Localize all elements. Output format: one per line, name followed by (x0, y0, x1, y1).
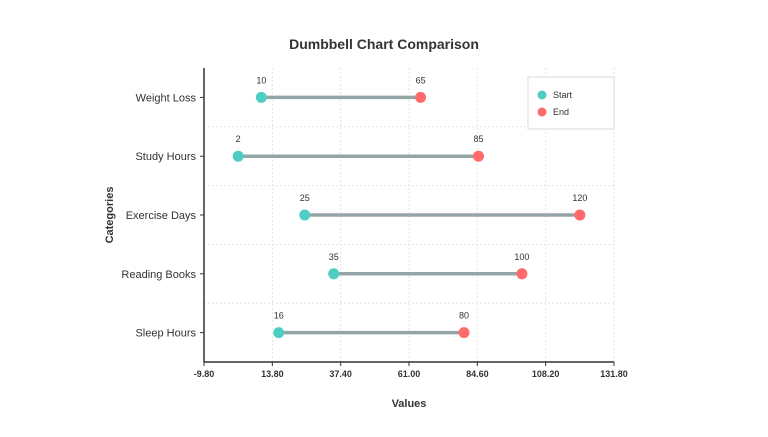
start-point (328, 268, 340, 280)
start-value-label: 16 (274, 311, 284, 321)
start-point (255, 91, 267, 103)
x-tick-label: 13.80 (261, 369, 284, 379)
end-point (415, 91, 427, 103)
y-tick-label: Sleep Hours (135, 328, 196, 340)
y-tick-label: Study Hours (135, 151, 196, 163)
start-value-label: 10 (256, 75, 266, 85)
y-axis-title: Categories (104, 187, 116, 244)
legend-label-end: End (553, 107, 569, 117)
end-value-label: 100 (514, 252, 529, 262)
x-tick-label: 131.80 (600, 369, 628, 379)
axes: -9.80 13.80 37.40 61.00 84.60 108.20 131.80 Wei… (121, 68, 628, 379)
start-value-label: 35 (329, 252, 339, 262)
end-value-label: 65 (416, 75, 426, 85)
end-value-label: 120 (572, 193, 587, 203)
start-value-label: 25 (300, 193, 310, 203)
start-point (299, 209, 311, 221)
end-point (472, 150, 484, 162)
start-point (273, 327, 285, 339)
y-tick-label: Exercise Days (126, 210, 197, 222)
start-value-label: 2 (236, 134, 241, 144)
x-tick-label: 84.60 (466, 369, 489, 379)
legend-marker-start (537, 90, 547, 100)
legend-marker-end (537, 107, 547, 117)
legend-box (527, 76, 615, 130)
end-point (516, 268, 528, 280)
x-tick-label: 108.20 (532, 369, 560, 379)
y-tick-label: Weight Loss (136, 92, 197, 104)
x-tick-label: -9.80 (194, 369, 215, 379)
x-tick-label: 61.00 (398, 369, 421, 379)
chart-title: Dumbbell Chart Comparison (289, 36, 479, 52)
end-value-label: 85 (473, 134, 483, 144)
x-axis-title: Values (392, 398, 427, 410)
legend: Start End (527, 76, 615, 130)
data-marks: 10 65 2 85 25 120 35 100 16 80 (232, 75, 587, 339)
end-value-label: 80 (459, 311, 469, 321)
grid (204, 68, 615, 362)
x-tick-label: 37.40 (329, 369, 352, 379)
end-point (458, 327, 470, 339)
end-point (574, 209, 586, 221)
y-tick-label: Reading Books (121, 269, 196, 281)
start-point (232, 150, 244, 162)
legend-label-start: Start (553, 90, 573, 100)
